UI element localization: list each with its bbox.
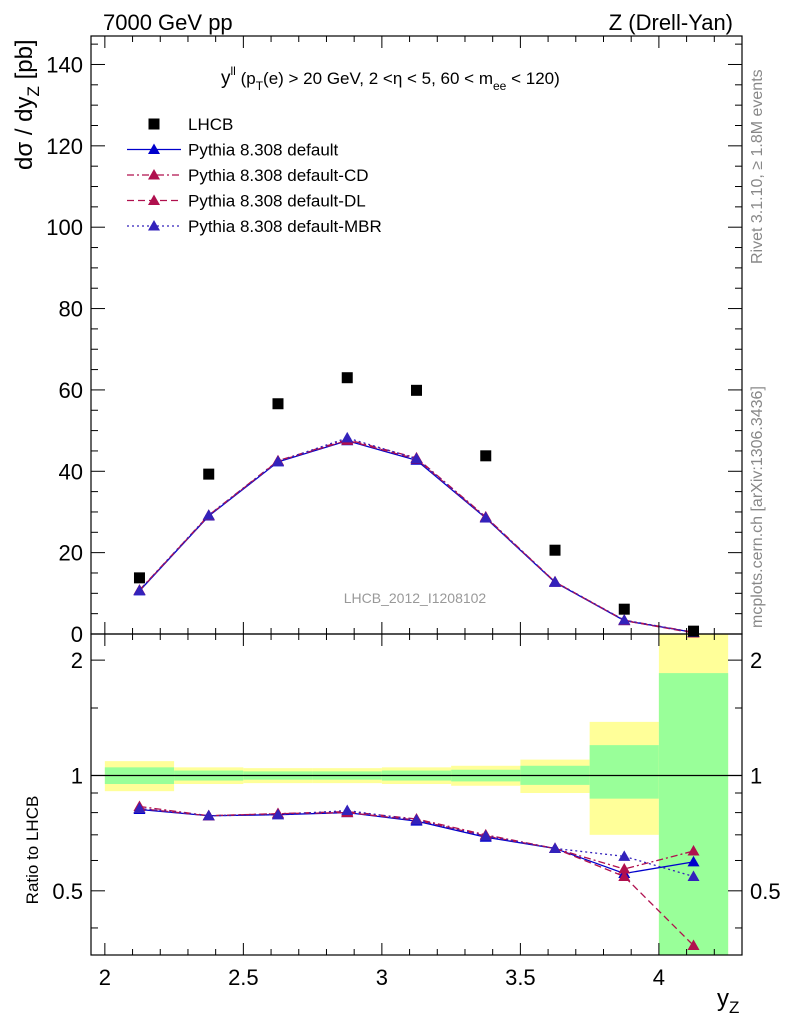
analysis-id-label: LHCB_2012_I1208102 [344,590,487,606]
series-marker-ratio-3-5 [479,830,492,841]
y-main-tick-label-0: 0 [71,622,83,647]
series-line-ratio-3 [139,807,694,878]
series-marker-ratio-1-8 [687,845,700,856]
series-marker-ratio-2-8 [687,939,700,950]
series-marker-ratio-3-1 [202,809,215,821]
legend-marker-1 [148,169,160,180]
legend-label-1: Pythia 8.308 default-CD [188,166,369,185]
x-tick-label-1: 2.5 [228,965,259,990]
series-marker-main-3-7 [618,614,631,625]
header-left-label: 7000 GeV pp [103,10,233,35]
series-marker-main-3-0 [133,584,146,595]
x-tick-label-2: 3 [376,965,388,990]
band-inner-8 [658,673,729,955]
ratio-plot-frame [90,633,743,956]
data-point-8 [688,625,700,637]
series-marker-ratio-3-6 [549,842,562,853]
legend-marker-0 [148,143,160,154]
legend-marker-3 [148,220,160,231]
series-marker-ratio-2-7 [618,870,631,881]
y-ratio-tick-label-right-1: 1 [750,763,762,788]
y-main-tick-label-1: 20 [59,541,83,566]
y-main-tick-label-2: 40 [59,459,83,484]
side-source-label: mcplots.cern.ch [arXiv:1306.3436] [749,386,766,628]
legend-label-3: Pythia 8.308 default-MBR [188,217,382,236]
data-point-6 [549,544,561,556]
series-marker-ratio-3-0 [133,802,146,813]
legend-marker-data [148,118,160,130]
series-marker-main-3-6 [549,575,562,587]
series-marker-main-3-4 [410,452,423,464]
side-version-label: Rivet 3.1.10, ≥ 1.8M events [749,69,766,264]
data-markers [133,372,700,637]
y-main-tick-label-6: 120 [46,134,83,159]
band-inner-7 [589,745,659,799]
x-tick-label-0: 2 [99,965,111,990]
header-right-label: Z (Drell-Yan) [609,10,733,35]
series-marker-main-3-3 [341,431,354,443]
data-point-0 [133,572,145,584]
data-point-2 [272,398,284,410]
series-marker-main-3-1 [202,509,215,520]
y-main-tick-label-5: 100 [46,215,83,240]
series-marker-ratio-1-7 [618,863,631,874]
series-lines [139,437,694,946]
series-marker-ratio-3-2 [271,808,284,820]
y-ratio-tick-label-left-0: 0.5 [52,879,83,904]
series-marker-ratio-0-8 [687,855,700,867]
ratio-bands [104,634,729,955]
data-point-5 [480,450,492,462]
y-main-tick-label-3: 60 [59,378,83,403]
y-ratio-tick-label-left-1: 1 [71,763,83,788]
legend-label-0: Pythia 8.308 default [188,141,339,160]
series-marker-ratio-3-3 [341,804,354,816]
x-axis-title: yZ [717,985,739,1017]
series-marker-main-3-2 [271,455,284,467]
legend-marker-2 [148,194,160,205]
series-marker-ratio-3-8 [687,870,700,881]
series-marker-ratio-3-7 [618,850,631,861]
series-marker-main-3-5 [479,511,492,523]
y-ratio-tick-label-right-2: 2 [750,648,762,673]
y-axis-title-ratio: Ratio to LHCB [23,796,42,905]
y-main-tick-label-7: 140 [46,52,83,77]
legend: LHCB Pythia 8.308 default Pythia 8.308 def… [127,115,382,236]
y-ratio-tick-label-right-0: 0.5 [750,879,781,904]
y-axis-title-main: dσ / dyZ [pb] [11,39,43,170]
data-point-7 [618,603,630,615]
data-point-4 [411,384,422,396]
series-markers [133,431,700,950]
x-tick-label-4: 4 [653,965,665,990]
legend-label-2: Pythia 8.308 default-DL [188,192,366,211]
plot-frames [90,35,743,956]
y-main-tick-label-4: 80 [59,297,83,322]
data-point-1 [203,468,215,480]
cut-label: yll (pT(e) > 20 GeV, 2 <η < 5, 60 < mee … [221,64,560,93]
x-tick-label-3: 3.5 [505,965,536,990]
y-ratio-tick-label-left-2: 2 [71,648,83,673]
data-point-3 [341,372,353,384]
legend-label-data: LHCB [188,115,233,134]
series-marker-ratio-3-4 [410,814,423,825]
